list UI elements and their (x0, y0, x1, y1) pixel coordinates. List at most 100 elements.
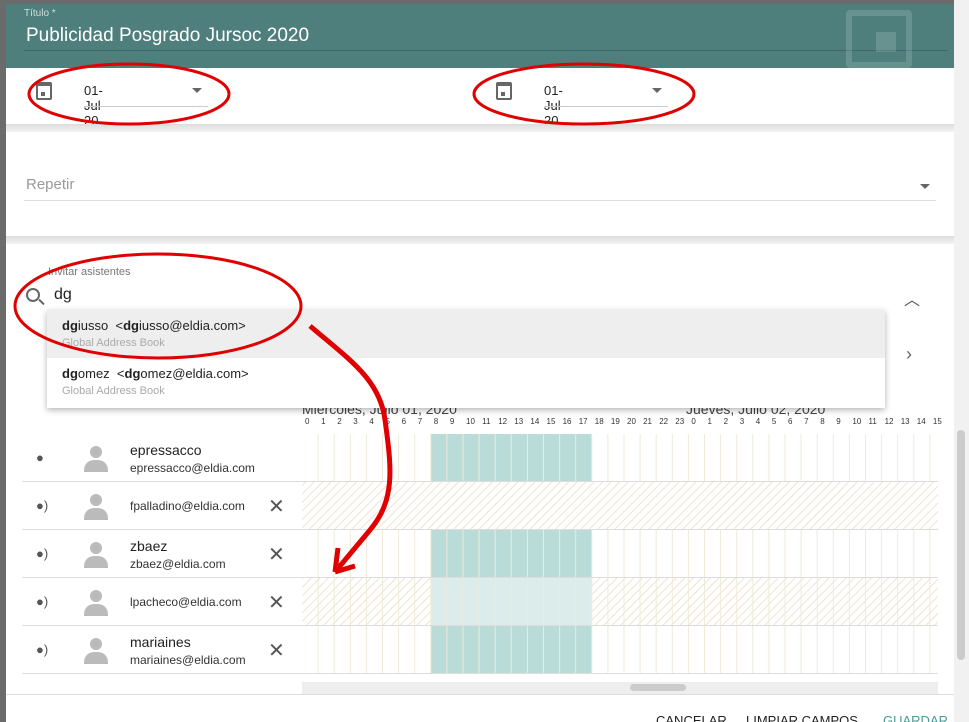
hour-label: 20 (627, 417, 636, 426)
dropdown-arrow-icon[interactable] (652, 88, 662, 98)
underline (84, 106, 208, 107)
hour-label: 1 (321, 417, 326, 426)
attendee-row: ●) mariaines mariaines@eldia.com ✕ (22, 626, 302, 674)
avatar (82, 590, 110, 618)
hour-label: 9 (449, 417, 455, 426)
hour-label: 8 (433, 417, 439, 426)
suggestion-source: Global Address Book (62, 337, 165, 349)
attendee-icon: ●) (36, 498, 49, 513)
attendee-email: zbaez@eldia.com (130, 557, 226, 571)
hour-label: 1 (707, 417, 712, 426)
unknown-availability (302, 578, 938, 625)
section-divider (6, 236, 954, 244)
hour-label: 4 (369, 417, 374, 426)
hour-label: 11 (868, 417, 877, 426)
match-text: dg (62, 318, 78, 333)
calendar-icon (36, 82, 52, 100)
hour-label: 10 (466, 417, 475, 426)
title-underline (24, 50, 948, 51)
attendee-icon: ●) (36, 594, 49, 609)
calendar-watermark-square (876, 32, 896, 52)
event-dialog: Título * Publicidad Posgrado Jursoc 2020… (6, 4, 954, 722)
suggestion-source: Global Address Book (62, 385, 165, 397)
hour-label: 9 (836, 417, 841, 426)
attendee-row: ● epressacco epressacco@eldia.com (22, 434, 302, 482)
underline (544, 106, 668, 107)
hour-label: 11 (482, 417, 491, 426)
dialog-header: Título * Publicidad Posgrado Jursoc 2020 (6, 4, 954, 68)
hour-label: 2 (337, 417, 342, 426)
hour-label: 0 (691, 417, 696, 426)
hour-label: 5 (771, 417, 777, 426)
match-text: dg (62, 366, 78, 381)
hour-label: 15 (546, 417, 556, 426)
unknown-availability (302, 482, 938, 529)
clear-fields-button[interactable]: LIMPIAR CAMPOS (746, 713, 858, 722)
hour-label: 13 (514, 417, 524, 426)
avatar (82, 494, 110, 522)
invite-label: Invitar asistentes (48, 266, 131, 278)
hour-label: 18 (594, 417, 604, 426)
hour-label: 7 (804, 417, 809, 426)
hour-label: 8 (820, 417, 825, 426)
remove-attendee-icon[interactable]: ✕ (268, 496, 285, 518)
hour-label: 7 (417, 417, 423, 426)
hour-label: 4 (755, 417, 761, 426)
hour-label: 12 (884, 417, 894, 426)
attendee-icon: ●) (36, 546, 49, 561)
remove-attendee-icon[interactable]: ✕ (268, 544, 285, 566)
hour-label: 10 (852, 417, 862, 426)
hour-label: 6 (788, 417, 793, 426)
cancel-button[interactable]: CANCELAR (656, 713, 727, 722)
next-chevron-icon[interactable]: › (906, 344, 912, 364)
vertical-scrollbar[interactable] (954, 0, 969, 722)
availability-grid (302, 434, 938, 674)
email-rest: omez@eldia.com> (140, 366, 249, 381)
name-rest: omez (77, 366, 110, 381)
dialog-footer: CANCELAR LIMPIAR CAMPOS GUARDAR (6, 694, 954, 722)
collapse-chevron-icon[interactable]: ︿ (904, 292, 921, 309)
calendar-watermark-icon (846, 10, 912, 68)
attendee-name: zbaez (130, 538, 168, 554)
attendee-email: lpacheco@eldia.com (130, 595, 242, 609)
scroll-thumb[interactable] (957, 430, 965, 660)
hour-label: 22 (659, 417, 669, 426)
hour-label: 14 (916, 417, 926, 426)
invite-search-input[interactable]: dg (54, 286, 72, 303)
horizontal-scrollbar[interactable] (302, 682, 938, 694)
dropdown-arrow-icon[interactable] (192, 88, 202, 98)
hour-label: 0 (305, 417, 310, 426)
match-text: dg (124, 366, 141, 381)
hour-label: 17 (578, 417, 588, 426)
organizer-icon: ● (36, 450, 44, 465)
calendar-icon (496, 82, 512, 100)
match-text: dg (123, 318, 139, 333)
email-bracket: < (116, 366, 125, 381)
attendee-email: mariaines@eldia.com (130, 653, 246, 667)
hour-label: 3 (739, 417, 745, 426)
remove-attendee-icon[interactable]: ✕ (268, 592, 285, 614)
remove-attendee-icon[interactable]: ✕ (268, 640, 285, 662)
name-rest: iusso (77, 318, 109, 333)
repeat-underline (24, 200, 936, 201)
attendee-row: ●) fpalladino@eldia.com ✕ (22, 482, 302, 530)
save-button[interactable]: GUARDAR (883, 713, 948, 722)
title-input[interactable]: Publicidad Posgrado Jursoc 2020 (26, 25, 310, 46)
suggestions-dropdown: dgiusso <dgiusso@eldia.com> Global Addre… (47, 310, 885, 408)
repeat-select[interactable]: Repetir (26, 176, 75, 193)
suggestion-item[interactable]: dgomez <dgomez@eldia.com> Global Address… (47, 358, 885, 406)
hour-label: 19 (610, 417, 620, 426)
search-icon (26, 288, 40, 302)
attendee-name: epressacco (130, 442, 202, 458)
avatar (82, 638, 110, 666)
dropdown-arrow-icon[interactable] (920, 184, 930, 194)
title-label: Título * (24, 8, 56, 19)
email-bracket: < (115, 318, 124, 333)
attendee-name: mariaines (130, 634, 191, 650)
avatar (82, 542, 110, 570)
attendee-row: ●) lpacheco@eldia.com ✕ (22, 578, 302, 626)
scroll-thumb[interactable] (630, 684, 686, 691)
avatar (82, 446, 110, 474)
suggestion-item[interactable]: dgiusso <dgiusso@eldia.com> Global Addre… (47, 310, 885, 358)
hour-label: 5 (385, 417, 390, 426)
